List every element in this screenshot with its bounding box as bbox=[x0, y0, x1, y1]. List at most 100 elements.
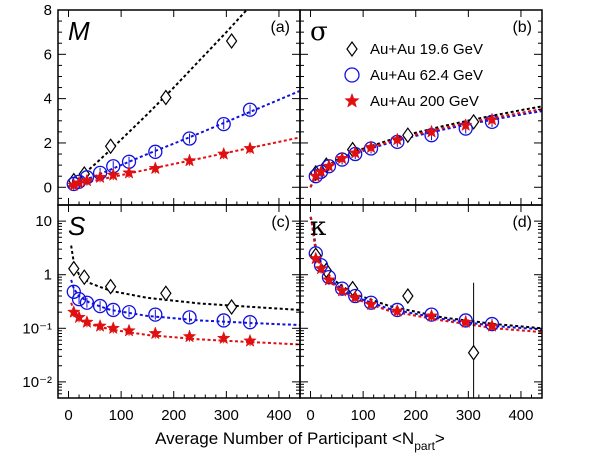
panel-c-point-star bbox=[93, 318, 107, 332]
legend-marker-star bbox=[344, 92, 360, 108]
panel-d-point-diamond bbox=[402, 287, 414, 305]
panel-a-point-star bbox=[243, 141, 257, 155]
panel-d-symbol: κ bbox=[310, 212, 326, 242]
x-axis-title: Average Number of Participant <Npart> bbox=[155, 429, 445, 453]
panel-a-y-tick-label: 2 bbox=[44, 135, 52, 152]
panel-c-x-tick-label: 400 bbox=[266, 407, 291, 424]
panel-d-point-circle bbox=[313, 258, 329, 273]
panel-c-symbol: S bbox=[68, 211, 86, 241]
panel-c-x-tick-label: 0 bbox=[64, 407, 72, 424]
panel-d-point-diamond bbox=[467, 344, 480, 361]
panel-a-fit-curve-3 bbox=[68, 136, 300, 188]
panel-d-point-circle bbox=[348, 288, 363, 304]
panel-c-point-diamond bbox=[160, 285, 172, 302]
panel-b-point-diamond bbox=[467, 113, 480, 130]
panel-b-point-star bbox=[424, 124, 439, 138]
panel-d-point-star bbox=[458, 314, 473, 329]
panel-a-point-diamond bbox=[225, 32, 238, 50]
panel-a-point-circle bbox=[79, 170, 95, 185]
panel-d-frame bbox=[299, 204, 543, 399]
panel-c-point-diamond bbox=[78, 269, 91, 286]
panel-b-point-diamond bbox=[402, 127, 414, 144]
panel-c-point-star bbox=[72, 310, 86, 324]
panel-a-point-star bbox=[216, 146, 231, 160]
panel-c-x-tick-label: 300 bbox=[214, 407, 239, 424]
labels-layer: 0 2 4 6 8 (a) M (b) σ 0 100 200 300 400 10⁻² 10⁻¹ 1 10 (c)… bbox=[22, 2, 533, 424]
panel-c-tag: (c) bbox=[271, 214, 290, 231]
panel-c-point-circle bbox=[79, 295, 95, 310]
x-axis-title-sub: part bbox=[414, 439, 435, 453]
panel-d-point-circle bbox=[390, 302, 405, 318]
panel-a-y-tick-label: 8 bbox=[44, 2, 52, 19]
legend-entry-label: Au+Au 62.4 GeV bbox=[370, 67, 483, 84]
panel-a-fit-curve-1 bbox=[67, 10, 248, 189]
panel-c-point-star bbox=[182, 329, 197, 343]
panel-c-point-diamond bbox=[104, 278, 117, 295]
panel-c-fit-curve-2 bbox=[70, 279, 300, 327]
x-axis-title-main: Average Number of Participant <N bbox=[155, 429, 414, 448]
panel-d-point-circle bbox=[363, 295, 379, 310]
panel-c-frame bbox=[57, 204, 301, 399]
panel-a-point-star bbox=[122, 165, 136, 179]
panel-c-x-tick-label: 100 bbox=[109, 407, 134, 424]
panel-c-point-star bbox=[80, 314, 94, 329]
panel-a-point-star bbox=[148, 161, 163, 175]
legend-entry-label: Au+Au 19.6 GeV bbox=[370, 41, 483, 58]
panel-a-y-tick-label: 6 bbox=[44, 46, 52, 63]
panel-c-point-circle bbox=[121, 305, 137, 320]
panel-b-point-star bbox=[364, 140, 378, 154]
panel-d-point-circle bbox=[321, 270, 337, 285]
panel-c-point-star bbox=[106, 321, 121, 335]
panel-c-point-circle bbox=[106, 302, 121, 318]
panel-b-point-star bbox=[458, 118, 473, 132]
legend-marker-circle bbox=[344, 67, 360, 83]
panel-a-point-diamond bbox=[160, 89, 172, 106]
panel-b-tag: (b) bbox=[512, 19, 532, 36]
panel-c-point-star bbox=[122, 323, 136, 337]
legend: Au+Au 19.6 GeV Au+Au 62.4 GeV Au+Au 200 Ge… bbox=[344, 40, 483, 110]
panel-d-tag: (d) bbox=[512, 214, 532, 231]
legend-entry-label: Au+Au 200 GeV bbox=[370, 93, 479, 110]
panel-d-point-star bbox=[322, 272, 336, 286]
panel-d-point-star bbox=[485, 318, 499, 332]
panel-b-symbol: σ bbox=[310, 17, 328, 47]
panel-a-point-circle bbox=[182, 131, 197, 146]
panel-d-point-star bbox=[390, 303, 405, 317]
panel-d-point-star bbox=[314, 261, 328, 275]
panel-c-point-star bbox=[243, 333, 257, 347]
panel-d-x-tick-label: 300 bbox=[456, 407, 481, 424]
panel-c-point-diamond bbox=[68, 260, 80, 277]
panel-b-point-star bbox=[335, 151, 349, 165]
panel-a-symbol: M bbox=[68, 16, 90, 46]
panel-a-point-diamond bbox=[104, 138, 117, 155]
panel-d-x-tick-label: 0 bbox=[306, 407, 314, 424]
panel-b-point-star bbox=[390, 132, 405, 146]
panel-d-point-star bbox=[424, 308, 439, 322]
panel-c-point-circle bbox=[92, 298, 108, 314]
panel-a-point-circle bbox=[148, 144, 163, 159]
panel-d-x-tick-label: 200 bbox=[403, 407, 428, 424]
panel-c-point-star bbox=[66, 304, 81, 319]
panel-a-point-star bbox=[80, 173, 94, 187]
panel-a-fit-curve-2 bbox=[68, 89, 300, 188]
panel-b-point-star bbox=[322, 158, 336, 173]
panel-a-point-star bbox=[93, 170, 107, 184]
panel-c-point-circle bbox=[182, 310, 197, 325]
panel-c-point-circle bbox=[242, 315, 258, 330]
panel-c-point-star bbox=[216, 331, 231, 345]
panel-a-y-tick-label: 4 bbox=[44, 91, 52, 108]
panel-c-x-tick-label: 200 bbox=[161, 407, 186, 424]
panel-d-point-star bbox=[348, 290, 363, 304]
panel-a-point-star bbox=[182, 153, 197, 167]
panel-d-x-tick-label: 100 bbox=[351, 407, 376, 424]
panel-d-point-star bbox=[335, 283, 349, 297]
panel-d-x-tick-label: 400 bbox=[508, 407, 533, 424]
panel-a-y-tick-label: 0 bbox=[44, 179, 52, 196]
panel-c-point-star bbox=[148, 326, 163, 340]
panel-c-point-diamond bbox=[225, 298, 238, 316]
panel-c-point-circle bbox=[216, 313, 231, 328]
panel-c-y-tick-label: 10⁻² bbox=[22, 374, 52, 391]
panel-b-fit-curve-3 bbox=[309, 108, 542, 188]
